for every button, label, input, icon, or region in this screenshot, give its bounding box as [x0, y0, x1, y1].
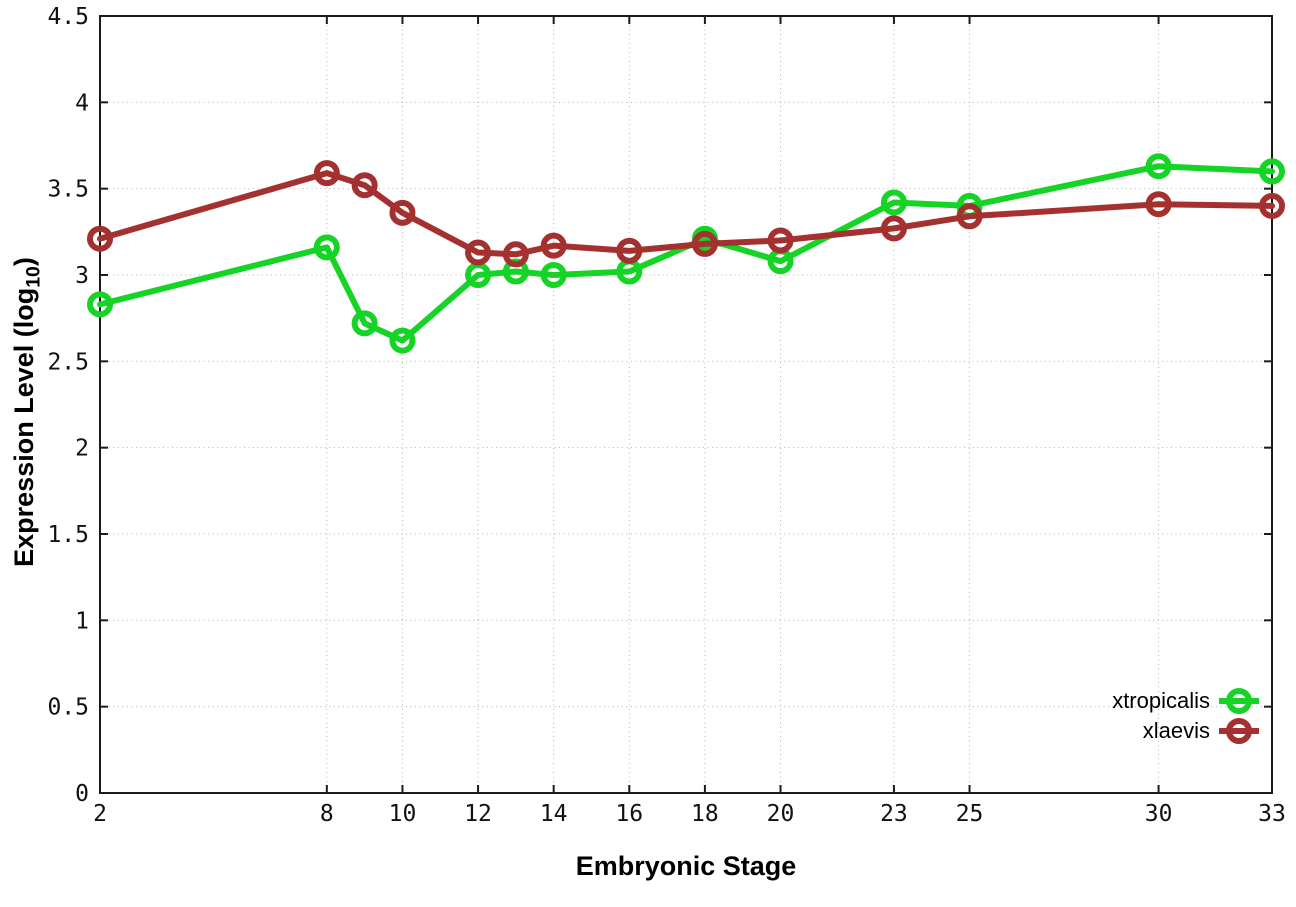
series-line-xtropicalis: [97, 163, 1275, 344]
data-point-xlaevis-stage-9: [351, 172, 378, 199]
data-point-xlaevis-stage-2: [87, 225, 113, 252]
data-point-xlaevis-stage-14: [540, 232, 567, 259]
y-axis-title-close-paren: ): [9, 257, 39, 267]
y-axis-title: Expression Level (log10): [4, 152, 44, 672]
x-tick-label: 33: [1258, 801, 1286, 827]
y-tick-label: 3: [75, 263, 89, 289]
y-tick-label: 3.5: [47, 177, 89, 203]
data-point-xlaevis-stage-18: [691, 230, 718, 257]
x-tick-label: 30: [1145, 801, 1173, 827]
y-tick-label: 2: [75, 436, 89, 462]
y-tick-label: 4: [75, 90, 89, 116]
data-point-xtropicalis-stage-10: [389, 327, 416, 354]
x-tick-label: 20: [767, 801, 795, 827]
data-point-xtropicalis-stage-33: [1259, 158, 1285, 185]
y-axis-title-subscript: 10: [22, 266, 45, 288]
legend-label-xlaevis: xlaevis: [1142, 718, 1210, 743]
y-tick-label: 0: [75, 781, 89, 807]
line-circle-marker-icon: [1219, 688, 1259, 714]
data-point-xlaevis-stage-10: [389, 199, 416, 226]
legend: xtropicalis xlaevis: [1112, 686, 1260, 746]
y-tick-label: 1: [75, 608, 89, 634]
x-tick-label: 16: [615, 801, 643, 827]
line-circle-marker-icon: [1219, 718, 1259, 744]
data-point-xlaevis-stage-16: [616, 237, 643, 264]
y-tick-label: 0.5: [47, 695, 89, 721]
legend-label-xtropicalis: xtropicalis: [1112, 688, 1210, 713]
y-tick-label: 2.5: [47, 349, 89, 375]
legend-item-xlaevis: xlaevis: [1112, 716, 1260, 746]
data-point-xlaevis-stage-33: [1259, 192, 1285, 219]
data-point-xtropicalis-stage-9: [351, 310, 378, 337]
data-point-xtropicalis-stage-8: [313, 234, 340, 261]
plot-border: [99, 15, 1273, 794]
x-tick-label: 23: [880, 801, 908, 827]
data-point-xtropicalis-stage-14: [540, 262, 567, 288]
data-point-xlaevis-stage-25: [956, 203, 983, 230]
data-point-xlaevis-stage-12: [465, 239, 492, 266]
y-tick-label: 1.5: [47, 522, 89, 548]
legend-item-xtropicalis: xtropicalis: [1112, 686, 1260, 716]
data-point-xlaevis-stage-8: [313, 160, 340, 187]
data-point-xlaevis-stage-23: [880, 215, 907, 242]
x-axis-title: Embryonic Stage: [575, 851, 797, 881]
x-tick-label: 18: [691, 801, 719, 827]
x-tick-label: 12: [464, 801, 492, 827]
x-tick-label: 14: [540, 801, 568, 827]
data-point-xtropicalis-stage-2: [87, 291, 113, 318]
data-point-xlaevis-stage-20: [767, 227, 794, 254]
series-line-xlaevis: [97, 170, 1275, 258]
data-point-xlaevis-stage-13: [502, 241, 529, 268]
data-point-xtropicalis-stage-23: [880, 189, 907, 216]
x-tick-label: 10: [389, 801, 417, 827]
data-point-xtropicalis-stage-30: [1145, 153, 1172, 180]
x-tick-label: 25: [956, 801, 984, 827]
data-point-xlaevis-stage-30: [1145, 191, 1172, 218]
y-axis-title-text: Expression Level (log: [9, 287, 39, 567]
y-tick-label: 4.5: [47, 4, 89, 30]
x-tick-label: 2: [93, 801, 107, 827]
x-tick-label: 8: [320, 801, 334, 827]
